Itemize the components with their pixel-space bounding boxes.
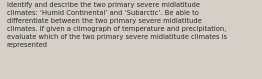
Text: Identify and describe the two primary severe midlatitude
climates: ‘Humid Contin: Identify and describe the two primary se…: [7, 2, 227, 48]
